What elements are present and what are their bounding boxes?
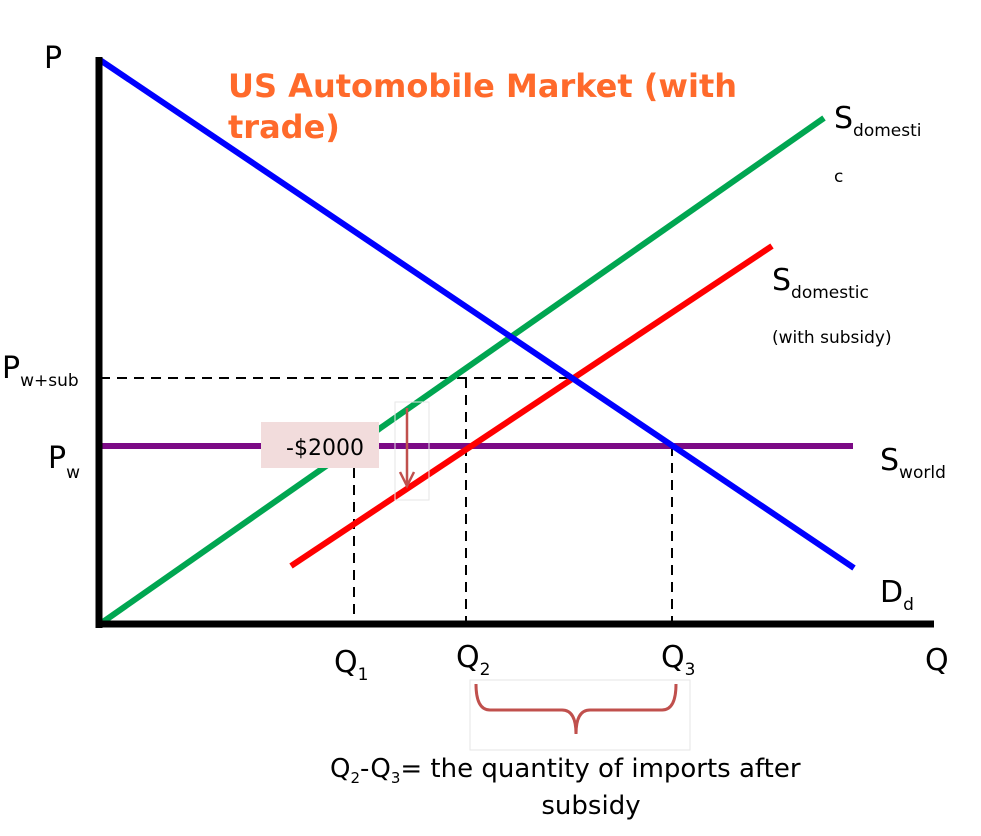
s-domestic-label-cont: c [834, 167, 843, 187]
caption-line2: subsidy [541, 791, 640, 821]
s-domestic-label: Sdomesti [834, 101, 922, 141]
s-domestic-subsidy-note: (with subsidy) [772, 328, 892, 348]
p-w-label: Pw [48, 441, 80, 483]
p-wsub-label: Pw+sub [2, 351, 79, 391]
s-domestic-line [98, 115, 826, 627]
brace-frame [469, 679, 691, 751]
caption-line1: Q2-Q3= the quantity of imports after [330, 754, 801, 787]
import-brace [474, 683, 678, 735]
subsidy-arrow-head [398, 471, 416, 489]
q2-label: Q2 [456, 640, 490, 680]
s-domestic-subsidy-line [289, 243, 774, 569]
subsidy-arrow-frame [394, 401, 430, 501]
y-axis-label: P [44, 41, 62, 76]
chart-title-line2: trade) [228, 108, 340, 146]
s-world-label: Sworld [880, 443, 946, 483]
chart-title-line1: US Automobile Market (with [228, 67, 737, 105]
x-axis-label: Q [925, 643, 949, 678]
demand-label: Dd [880, 575, 914, 615]
s-domestic-subsidy-label: Sdomestic [772, 263, 869, 303]
dashed-guides [100, 377, 673, 624]
demand-line [98, 57, 856, 571]
subsidy-box [261, 422, 379, 468]
q3-label: Q3 [661, 640, 695, 680]
subsidy-label: -$2000 [286, 436, 364, 461]
q1-label: Q1 [334, 645, 368, 685]
